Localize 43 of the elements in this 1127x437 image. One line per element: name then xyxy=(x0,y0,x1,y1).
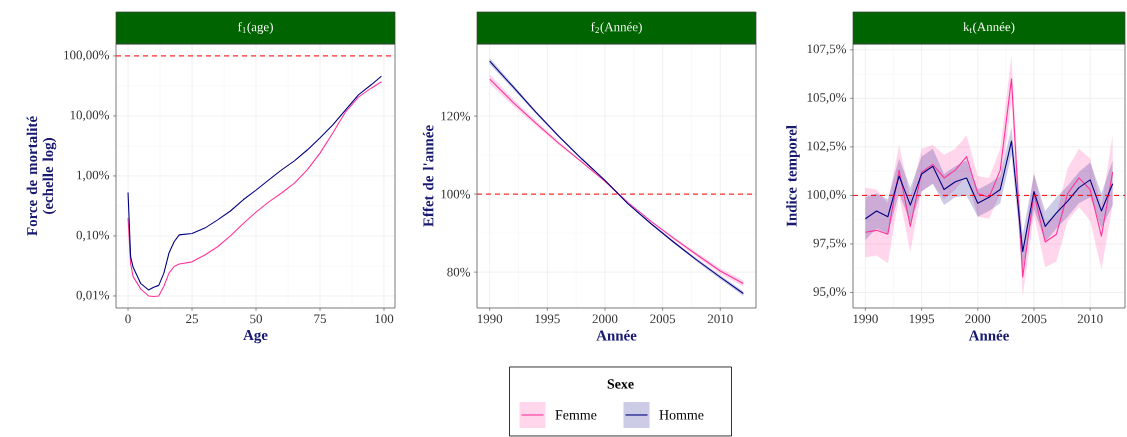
chart-title: f$_{2}$(Année) xyxy=(591,22,642,34)
y-tick-label: 1,00% xyxy=(77,170,110,182)
y-tick-label: 10,00% xyxy=(70,110,110,122)
y-tick-label: 0,01% xyxy=(76,290,110,302)
y-tick-label: 100,0% xyxy=(807,190,847,201)
x-tick-label: 2010 xyxy=(707,314,733,324)
x-tick-label: 1990 xyxy=(477,314,503,324)
y-tick-label: 0,10% xyxy=(76,230,110,242)
x-tick-label: 2000 xyxy=(592,314,618,324)
y-tick-label: 105,0% xyxy=(807,93,847,104)
line-series xyxy=(864,140,1114,253)
x-tick-label: 75 xyxy=(314,314,326,324)
line-series xyxy=(864,78,1114,278)
x-axis-title: Age xyxy=(243,330,268,344)
x-tick-label: 2010 xyxy=(1077,314,1103,324)
y-axis-title: Indice temporel xyxy=(786,125,800,227)
x-tick-label: 1995 xyxy=(535,314,560,324)
y-tick-label: 100,00% xyxy=(64,50,110,62)
y-tick-label: 100% xyxy=(441,189,471,199)
legend-label: Homme xyxy=(659,410,704,420)
y-tick-label: 120% xyxy=(441,111,471,121)
x-tick-label: 2005 xyxy=(650,314,676,324)
x-tick-label: 2005 xyxy=(1021,314,1047,324)
x-tick-label: 1995 xyxy=(909,314,935,324)
x-axis-title: Année xyxy=(968,330,1009,341)
legend-label: Femme xyxy=(555,410,597,420)
chart-title: k$_{t}$(Année) xyxy=(963,22,1015,34)
y-tick-label: 80% xyxy=(447,267,471,277)
x-tick-label: 1990 xyxy=(853,314,878,324)
y-tick-label: 102,5% xyxy=(807,141,847,153)
x-tick-label: 2000 xyxy=(965,314,991,324)
x-tick-label: 0 xyxy=(125,314,131,324)
y-axis-title: Force de mortalité (echelle log) xyxy=(26,116,57,236)
y-axis-title: Effet de l'année xyxy=(422,125,434,227)
x-tick-label: 50 xyxy=(250,314,263,324)
x-tick-label: 25 xyxy=(186,314,198,324)
y-tick-label: 97,5% xyxy=(813,238,847,250)
x-axis-title: Année xyxy=(596,330,637,341)
y-tick-label: 107,5% xyxy=(807,44,847,56)
chart-title: f$_{1}$(age) xyxy=(237,22,273,34)
y-tick-label: 95,0% xyxy=(813,287,847,298)
legend-title: Sexe xyxy=(607,379,634,389)
x-tick-label: 100 xyxy=(375,314,394,324)
